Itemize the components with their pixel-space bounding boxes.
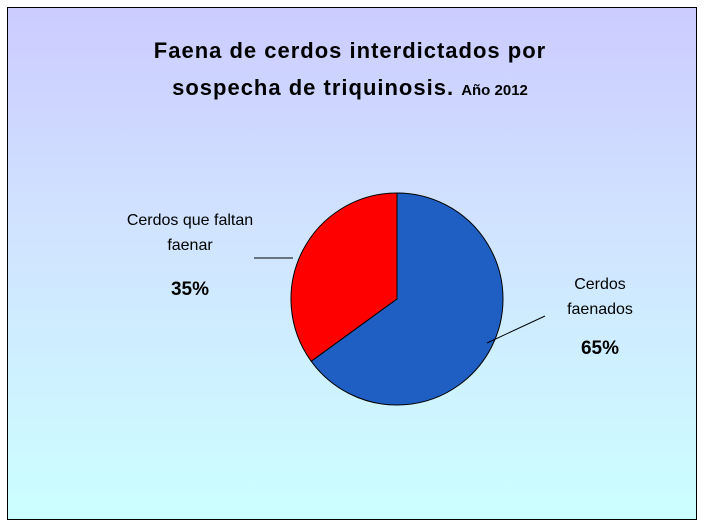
slice-label: Cerdos faenados: [567, 276, 633, 318]
chart-subtitle: Año 2012: [461, 82, 528, 99]
chart-title-block: Faena de cerdos interdictados por sospec…: [100, 32, 600, 109]
chart-title: Faena de cerdos interdictados por sospec…: [153, 38, 547, 100]
pie-slice: [310, 192, 504, 406]
pie-slice: [290, 192, 398, 363]
slice-value-label: 35%: [170, 279, 210, 300]
slice-label: Cerdos que faltan faenar: [126, 212, 254, 254]
slice-value-label: 65%: [580, 338, 620, 359]
leader-line: [486, 315, 546, 344]
